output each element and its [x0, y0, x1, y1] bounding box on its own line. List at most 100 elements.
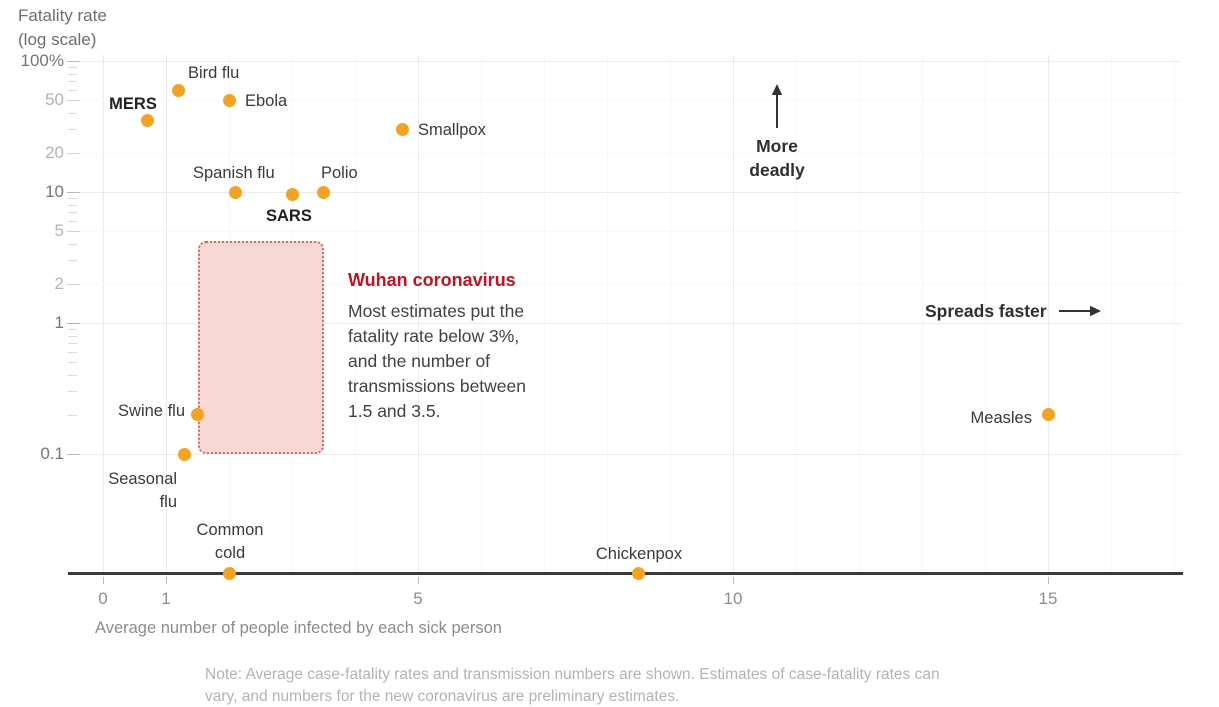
y-minor-tick: [68, 414, 77, 416]
gridline-horizontal: [70, 283, 1181, 285]
point-label-polio: Polio: [321, 162, 358, 185]
point-dot-spanish-flu: [228, 185, 242, 199]
wuhan-annotation-text: transmissions between: [348, 376, 526, 396]
wuhan-highlight-box: [197, 241, 324, 454]
spreads-faster-label: Spreads faster: [925, 301, 1047, 321]
y-axis-title: Fatality rate (log scale): [18, 4, 107, 52]
point-label-line: Ebola: [245, 92, 288, 110]
x-tick: [166, 577, 167, 584]
y-minor-tick: [68, 335, 77, 337]
y-tick: [67, 100, 80, 102]
point-label-measles: Measles: [971, 407, 1032, 430]
gridline-horizontal: [70, 61, 1181, 62]
point-dot-common-cold: [222, 566, 236, 580]
point-label-line: Seasonal: [108, 470, 177, 488]
gridline-vertical: [607, 55, 608, 572]
y-minor-tick: [68, 244, 77, 246]
y-minor-tick: [68, 90, 77, 92]
y-tick: [67, 61, 80, 62]
x-tick: [103, 577, 104, 584]
x-tick-label: 0: [98, 589, 108, 608]
y-minor-tick: [68, 375, 77, 377]
wuhan-annotation: Wuhan coronavirus Most estimates put the…: [348, 270, 526, 424]
y-minor-tick: [68, 73, 77, 75]
x-tick: [418, 577, 419, 584]
y-tick-label: 100%: [20, 51, 64, 70]
point-dot-chickenpox: [632, 566, 645, 580]
x-tick-label: 1: [161, 589, 171, 608]
chart-note: Note: Average case-fatality rates and tr…: [205, 664, 940, 707]
gridline-horizontal: [70, 192, 1181, 193]
gridline-vertical: [670, 55, 671, 572]
point-dot-mers: [140, 114, 154, 128]
y-tick: [67, 323, 80, 324]
y-minor-tick: [68, 66, 77, 68]
chart-note-line1: Note: Average case-fatality rates and tr…: [205, 666, 940, 683]
y-tick: [67, 454, 80, 455]
point-dot-bird-flu: [172, 83, 186, 97]
point-label-smallpox: Smallpox: [418, 119, 486, 142]
y-minor-tick: [68, 212, 77, 214]
point-label-common-cold: Common cold: [197, 519, 264, 565]
y-tick-label: 50: [45, 90, 64, 110]
wuhan-annotation-text: and the number of: [348, 351, 491, 371]
more-deadly-annotation: More deadly: [716, 84, 838, 182]
y-tick: [67, 152, 80, 154]
wuhan-annotation-title: Wuhan coronavirus: [348, 270, 516, 290]
gridline-horizontal: [70, 152, 1181, 154]
y-minor-tick: [68, 197, 77, 199]
right-arrow-icon: [1058, 305, 1101, 317]
point-dot-sars: [285, 187, 299, 201]
point-label-line: Bird flu: [188, 64, 240, 82]
x-tick-label: 10: [723, 589, 743, 608]
chart-note-line2: vary, and numbers for the new coronaviru…: [205, 688, 680, 705]
wuhan-annotation-text: Most estimates put the: [348, 301, 525, 321]
gridline-vertical: [166, 55, 167, 572]
gridline-vertical: [1174, 55, 1175, 572]
gridline-vertical: [103, 55, 104, 572]
y-minor-tick: [68, 113, 77, 115]
point-label-line: SARS: [266, 207, 312, 225]
point-label-line: cold: [214, 544, 246, 562]
wuhan-annotation-text: 1.5 and 3.5.: [348, 401, 441, 421]
more-deadly-label-line2: deadly: [749, 160, 805, 180]
gridline-vertical: [544, 55, 545, 572]
y-tick-label: 2: [54, 273, 64, 293]
x-axis-line: [68, 572, 1183, 575]
x-axis-label: Average number of people infected by eac…: [95, 619, 502, 637]
y-tick-label: 10: [45, 182, 64, 201]
gridline-vertical: [922, 55, 923, 572]
y-minor-tick: [68, 129, 77, 131]
point-label-sars: SARS: [266, 205, 312, 228]
y-tick-label: 20: [45, 142, 64, 162]
gridline-vertical: [355, 55, 356, 572]
point-label-line: Measles: [970, 409, 1032, 427]
y-tick: [67, 192, 80, 193]
y-minor-tick: [68, 391, 77, 393]
point-label-mers: MERS: [109, 93, 157, 116]
gridline-vertical: [1111, 55, 1112, 572]
gridline-vertical: [481, 55, 482, 572]
gridline-vertical: [859, 55, 860, 572]
y-minor-tick: [68, 362, 77, 364]
point-dot-swine-flu: [191, 408, 204, 422]
point-label-swine-flu: Swine flu: [118, 400, 185, 423]
y-tick: [67, 283, 80, 285]
gridline-vertical: [985, 55, 986, 572]
point-label-ebola: Ebola: [245, 90, 287, 113]
point-dot-seasonal-flu: [178, 447, 192, 461]
point-dot-smallpox: [395, 122, 409, 136]
gridline-horizontal: [70, 231, 1181, 233]
point-label-line: Common: [196, 521, 264, 539]
y-axis-title-line2: (log scale): [18, 30, 97, 49]
gridline-vertical: [733, 55, 734, 572]
point-label-line: Chickenpox: [595, 545, 683, 563]
spreads-faster-annotation: Spreads faster: [925, 299, 1101, 323]
x-tick: [1048, 577, 1049, 584]
point-label-spanish-flu: Spanish flu: [193, 162, 275, 185]
y-axis-title-line1: Fatality rate: [18, 6, 107, 25]
y-tick-label: 1: [54, 313, 64, 332]
point-label-line: flu: [159, 493, 177, 511]
point-dot-measles: [1041, 408, 1055, 422]
